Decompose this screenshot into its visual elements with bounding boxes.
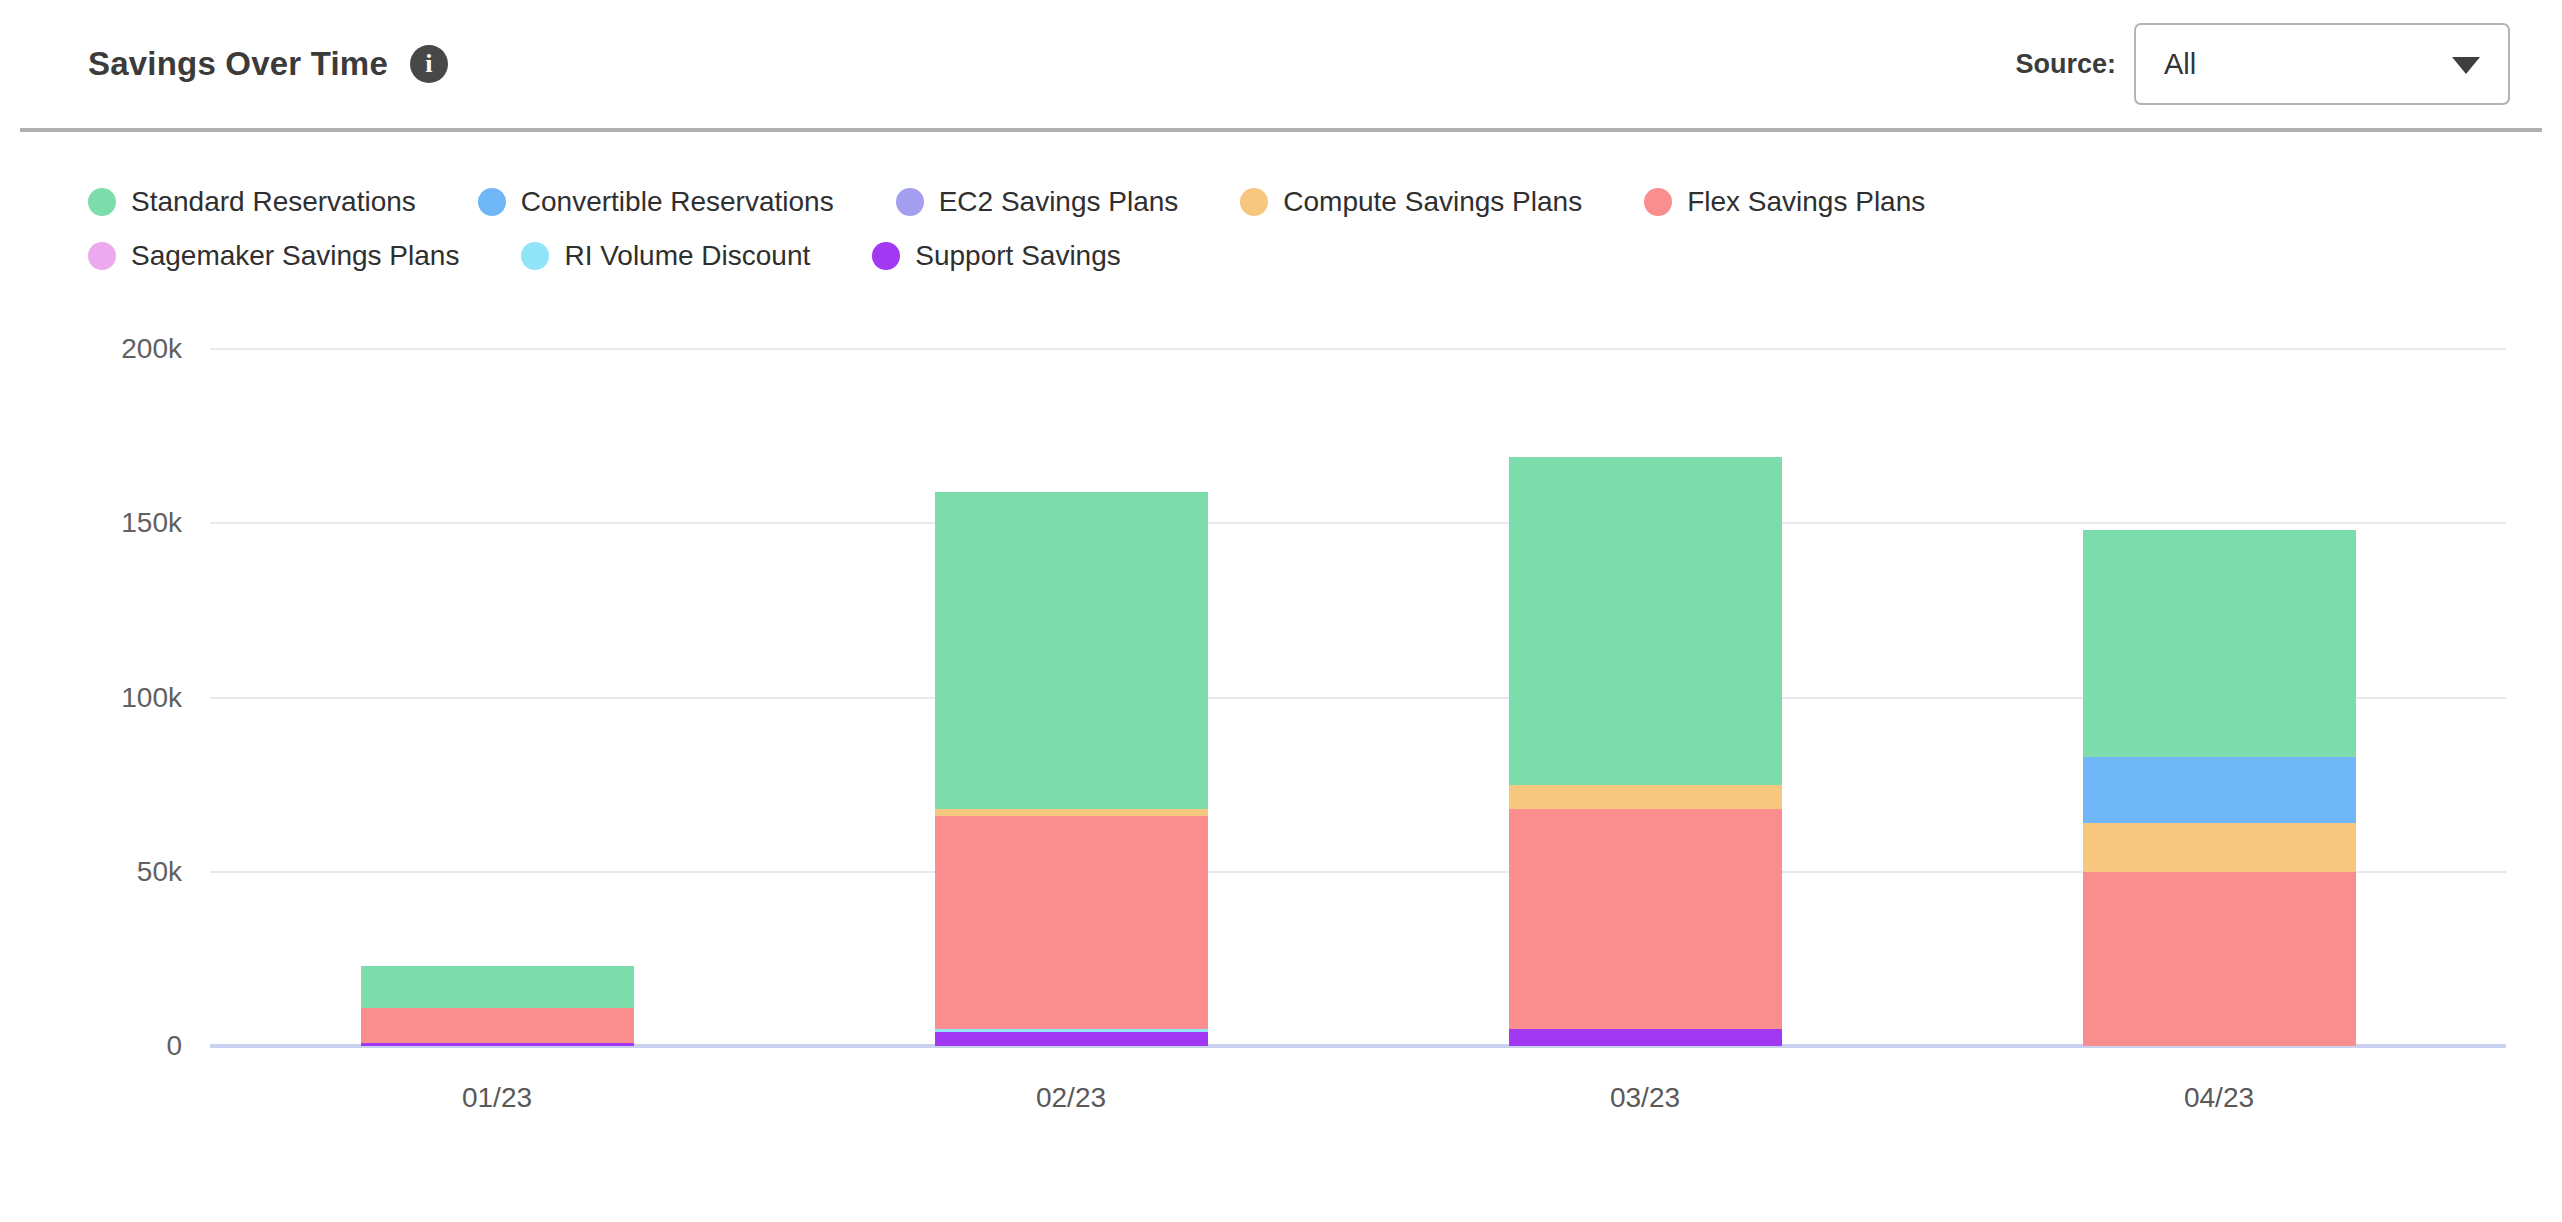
legend-label: Compute Savings Plans: [1283, 186, 1582, 218]
y-tick-200k: 200k: [0, 329, 182, 369]
legend-label: Convertible Reservations: [521, 186, 834, 218]
bar-segment-standard-reservations[interactable]: [2083, 530, 2356, 757]
x-tick-02-23: 02/23: [921, 1082, 1221, 1114]
info-icon[interactable]: i: [410, 45, 448, 83]
bar-01-23: [361, 349, 634, 1046]
legend-label: RI Volume Discount: [564, 240, 810, 272]
x-axis-labels: 01/23 02/23 03/23 04/23: [210, 1082, 2506, 1132]
bar-segment-standard-reservations[interactable]: [1509, 457, 1782, 785]
bar-segment-standard-reservations[interactable]: [935, 492, 1208, 809]
chevron-down-icon: [2452, 57, 2480, 74]
bar-segment-flex-savings-plans[interactable]: [361, 1008, 634, 1043]
bar-02-23: [935, 349, 1208, 1046]
source-label: Source:: [2015, 49, 2116, 80]
bar-segment-convertible-reservations[interactable]: [2083, 757, 2356, 823]
x-tick-04-23: 04/23: [2069, 1082, 2369, 1114]
legend-label: Flex Savings Plans: [1687, 186, 1925, 218]
y-tick-150k: 150k: [0, 503, 182, 543]
legend-item-ri-volume-discount[interactable]: RI Volume Discount: [521, 236, 810, 276]
bar-03-23: [1509, 349, 1782, 1046]
legend-dot: [1240, 188, 1268, 216]
bar-segment-support-savings[interactable]: [361, 1043, 634, 1046]
y-tick-0: 0: [0, 1026, 182, 1066]
widget-header: Savings Over Time i Source: All: [0, 0, 2562, 128]
legend-label: Support Savings: [915, 240, 1120, 272]
bar-segment-flex-savings-plans[interactable]: [2083, 872, 2356, 1046]
bar-segment-flex-savings-plans[interactable]: [935, 816, 1208, 1029]
legend-dot: [1644, 188, 1672, 216]
bar-segment-support-savings[interactable]: [935, 1032, 1208, 1046]
legend-dot: [478, 188, 506, 216]
legend-item-support-savings[interactable]: Support Savings: [872, 236, 1120, 276]
legend-item-convertible-reservations[interactable]: Convertible Reservations: [478, 182, 834, 222]
legend-dot: [872, 242, 900, 270]
header-divider: [20, 128, 2542, 132]
legend-row-1: Standard ReservationsConvertible Reserva…: [88, 182, 2502, 222]
x-tick-03-23: 03/23: [1495, 1082, 1795, 1114]
legend-item-ec2-savings-plans[interactable]: EC2 Savings Plans: [896, 182, 1179, 222]
legend-label: EC2 Savings Plans: [939, 186, 1179, 218]
source-select[interactable]: All: [2134, 23, 2510, 105]
legend-row-2: Sagemaker Savings PlansRI Volume Discoun…: [88, 236, 2502, 276]
bar-segment-ri-volume-discount[interactable]: [935, 1029, 1208, 1032]
bar-segment-flex-savings-plans[interactable]: [1509, 809, 1782, 1029]
y-tick-50k: 50k: [0, 852, 182, 892]
bar-segment-compute-savings-plans[interactable]: [1509, 785, 1782, 809]
legend-item-flex-savings-plans[interactable]: Flex Savings Plans: [1644, 182, 1925, 222]
savings-over-time-widget: Savings Over Time i Source: All Standard…: [0, 0, 2562, 1222]
legend-item-compute-savings-plans[interactable]: Compute Savings Plans: [1240, 182, 1582, 222]
chart-legend: Standard ReservationsConvertible Reserva…: [88, 182, 2502, 276]
y-tick-100k: 100k: [0, 678, 182, 718]
legend-dot: [521, 242, 549, 270]
y-axis-labels: 0 50k 100k 150k 200k: [0, 0, 182, 1222]
bar-segment-compute-savings-plans[interactable]: [935, 809, 1208, 816]
source-control: Source: All: [2015, 23, 2510, 105]
legend-dot: [896, 188, 924, 216]
source-selected-value: All: [2136, 48, 2196, 81]
bar-04-23: [2083, 349, 2356, 1046]
x-tick-01-23: 01/23: [347, 1082, 647, 1114]
bar-segment-compute-savings-plans[interactable]: [2083, 823, 2356, 872]
bar-segment-support-savings[interactable]: [1509, 1029, 1782, 1046]
bar-segment-standard-reservations[interactable]: [361, 966, 634, 1008]
plot-area: [210, 349, 2506, 1046]
